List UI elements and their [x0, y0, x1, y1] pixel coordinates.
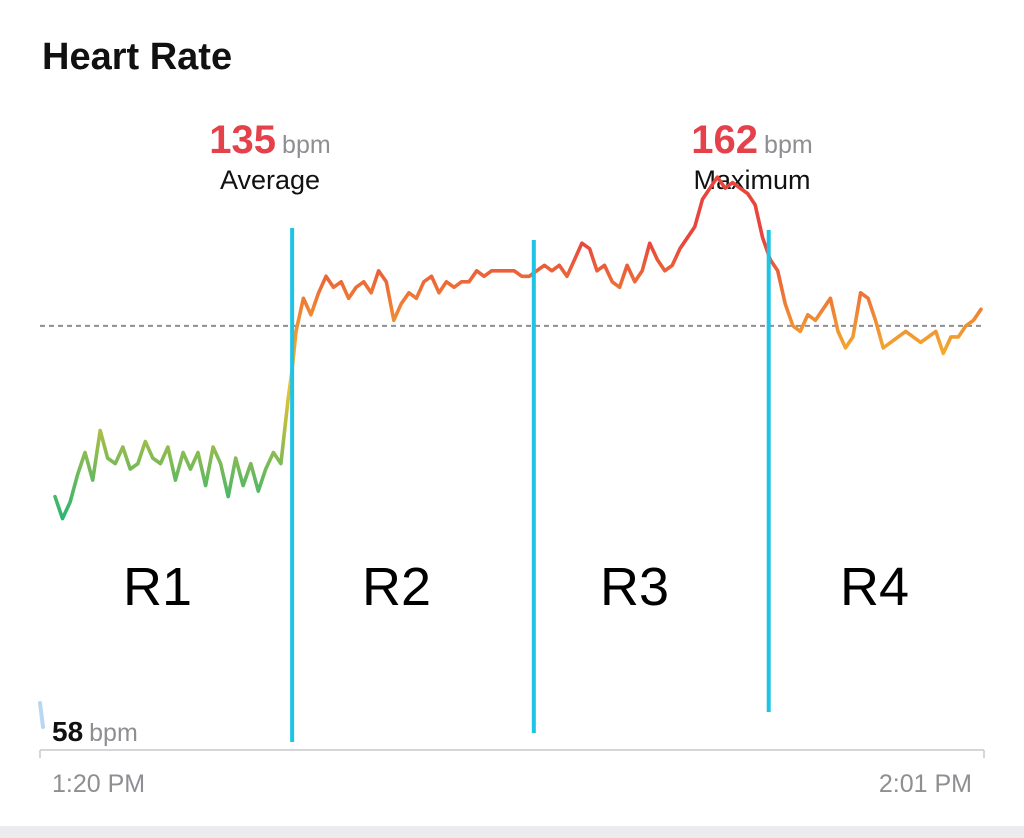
maximum-stat: 162 bpm Maximum	[622, 118, 882, 196]
average-label: Average	[219, 165, 321, 195]
bottom-separator	[0, 826, 1024, 838]
minimum-unit: bpm	[89, 719, 138, 747]
x-axis-end-label: 2:01 PM	[878, 770, 972, 798]
region-label-r1: R1	[123, 557, 193, 617]
maximum-unit: bpm	[764, 131, 813, 159]
region-label-r4: R4	[840, 557, 910, 617]
minimum-stat: 58 bpm	[52, 716, 138, 748]
heart-rate-series-line	[53, 175, 983, 521]
x-axis-start-label: 1:20 PM	[52, 770, 146, 798]
average-stat: 135 bpm Average	[140, 118, 400, 196]
region-label-r2: R2	[362, 557, 432, 617]
average-value: 135	[209, 118, 277, 162]
page-title: Heart Rate	[42, 36, 233, 78]
min-marker	[38, 701, 45, 729]
minimum-value: 58	[52, 716, 84, 747]
average-unit: bpm	[282, 131, 331, 159]
maximum-label: Maximum	[693, 165, 811, 195]
maximum-value: 162	[691, 118, 759, 162]
region-label-r3: R3	[600, 557, 670, 617]
